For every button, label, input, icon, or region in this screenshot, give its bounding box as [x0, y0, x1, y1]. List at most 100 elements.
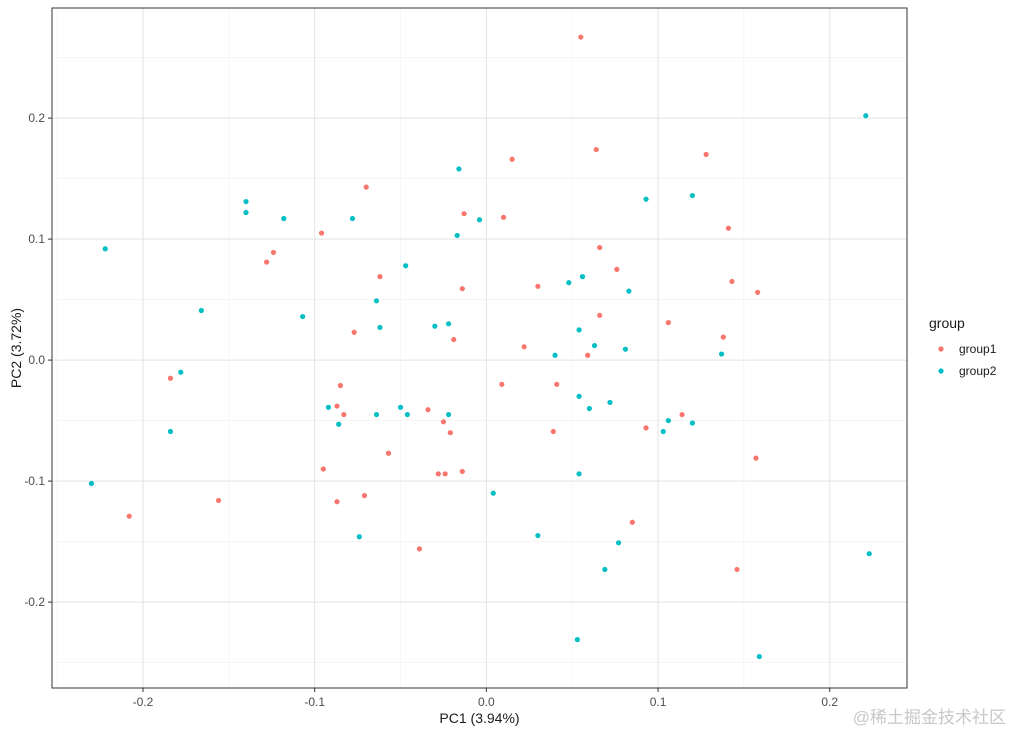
data-point-group1 — [629, 519, 635, 525]
data-point-group2 — [607, 399, 613, 406]
data-point-group2 — [586, 405, 592, 412]
data-point-group1 — [459, 468, 465, 475]
data-point-group2 — [566, 280, 572, 286]
data-point-group2 — [102, 246, 108, 252]
y-tick-label: -0.2 — [24, 595, 45, 609]
data-point-group2 — [576, 471, 582, 477]
data-point-group1 — [725, 225, 732, 231]
data-point-group2 — [432, 323, 438, 329]
data-point-group1 — [320, 466, 326, 472]
data-point-group2 — [454, 232, 460, 239]
data-point-group1 — [447, 430, 453, 436]
data-point-group1 — [385, 450, 392, 456]
data-point-group1 — [351, 329, 357, 335]
data-point-group1 — [318, 230, 325, 236]
data-point-group1 — [729, 278, 735, 285]
data-point-group1 — [461, 211, 467, 217]
data-point-group1 — [535, 283, 541, 289]
data-point-group1 — [509, 156, 515, 162]
data-point-group1 — [578, 34, 584, 40]
data-point-group1 — [755, 289, 761, 295]
data-point-group2 — [535, 532, 541, 539]
panel-border — [51, 7, 908, 689]
data-point-group2 — [574, 637, 580, 643]
data-point-group1 — [377, 274, 383, 280]
data-point-group2 — [373, 411, 380, 418]
data-point-group2 — [403, 263, 409, 269]
data-point-group2 — [756, 653, 762, 660]
x-axis-title: PC1 (3.94%) — [439, 710, 519, 726]
data-point-group1 — [334, 499, 340, 505]
data-point-group1 — [416, 546, 423, 552]
data-point-group2 — [602, 566, 608, 573]
data-point-group1 — [425, 407, 431, 413]
data-point-group1 — [679, 411, 685, 418]
data-point-group1 — [550, 428, 556, 435]
x-tick-label: 0.0 — [478, 695, 495, 709]
data-point-group2 — [552, 352, 558, 358]
data-point-group1 — [363, 184, 369, 190]
data-point-group2 — [336, 421, 342, 427]
data-points — [88, 34, 872, 660]
legend-key-group2 — [938, 368, 944, 374]
data-point-group2 — [373, 298, 380, 304]
data-point-group1 — [665, 319, 671, 326]
y-tick-label: 0.1 — [28, 232, 45, 246]
data-point-group1 — [126, 513, 132, 519]
legend-title: group — [929, 315, 965, 331]
data-point-group2 — [88, 480, 95, 487]
data-point-group1 — [614, 266, 620, 272]
data-point-group1 — [334, 403, 340, 409]
data-point-group1 — [270, 249, 277, 256]
x-tick-label: 0.2 — [821, 695, 838, 709]
x-tick-label: -0.1 — [304, 695, 325, 709]
data-point-group2 — [281, 215, 287, 222]
data-point-group2 — [660, 428, 666, 435]
data-point-group1 — [451, 336, 457, 343]
data-point-group1 — [753, 455, 759, 461]
data-point-group2 — [445, 411, 452, 418]
data-point-group2 — [243, 198, 249, 205]
x-axis: -0.2 -0.1 0.0 0.1 0.2 — [133, 688, 838, 709]
data-point-group1 — [341, 411, 347, 418]
data-point-group2 — [476, 217, 483, 223]
data-point-group2 — [490, 490, 496, 496]
grid-lines — [52, 8, 907, 688]
data-point-group2 — [356, 534, 362, 540]
data-point-group1 — [459, 286, 465, 292]
y-tick-label: 0.0 — [28, 353, 45, 367]
legend: group group1 group2 — [929, 315, 997, 378]
data-point-group2 — [615, 540, 622, 546]
data-point-group1 — [643, 425, 649, 431]
x-tick-label: 0.1 — [650, 695, 667, 709]
data-point-group1 — [500, 214, 507, 220]
y-axis-title: PC2 (3.72%) — [8, 308, 24, 388]
data-point-group2 — [243, 209, 249, 216]
data-point-group2 — [300, 313, 306, 320]
data-point-group1 — [215, 497, 222, 504]
data-point-group2 — [325, 404, 332, 410]
data-point-group1 — [720, 334, 726, 340]
data-point-group1 — [361, 493, 368, 499]
y-axis: -0.2 -0.1 0.0 0.1 0.2 — [24, 111, 52, 609]
watermark-text: @稀土掘金技术社区 — [853, 708, 1006, 727]
data-point-group1 — [167, 375, 174, 381]
data-point-group2 — [863, 113, 869, 119]
data-point-group2 — [665, 417, 671, 424]
data-point-group2 — [576, 393, 582, 399]
data-point-group2 — [445, 321, 452, 327]
data-point-group1 — [597, 312, 603, 318]
data-point-group2 — [404, 411, 410, 418]
data-point-group1 — [440, 419, 447, 425]
data-point-group1 — [264, 259, 270, 265]
x-tick-label: -0.2 — [133, 695, 154, 709]
y-tick-label: -0.1 — [24, 474, 45, 488]
data-point-group2 — [198, 307, 204, 314]
data-point-group2 — [626, 288, 632, 294]
data-point-group1 — [442, 471, 448, 477]
data-point-group2 — [377, 324, 383, 331]
data-point-group2 — [349, 215, 356, 222]
